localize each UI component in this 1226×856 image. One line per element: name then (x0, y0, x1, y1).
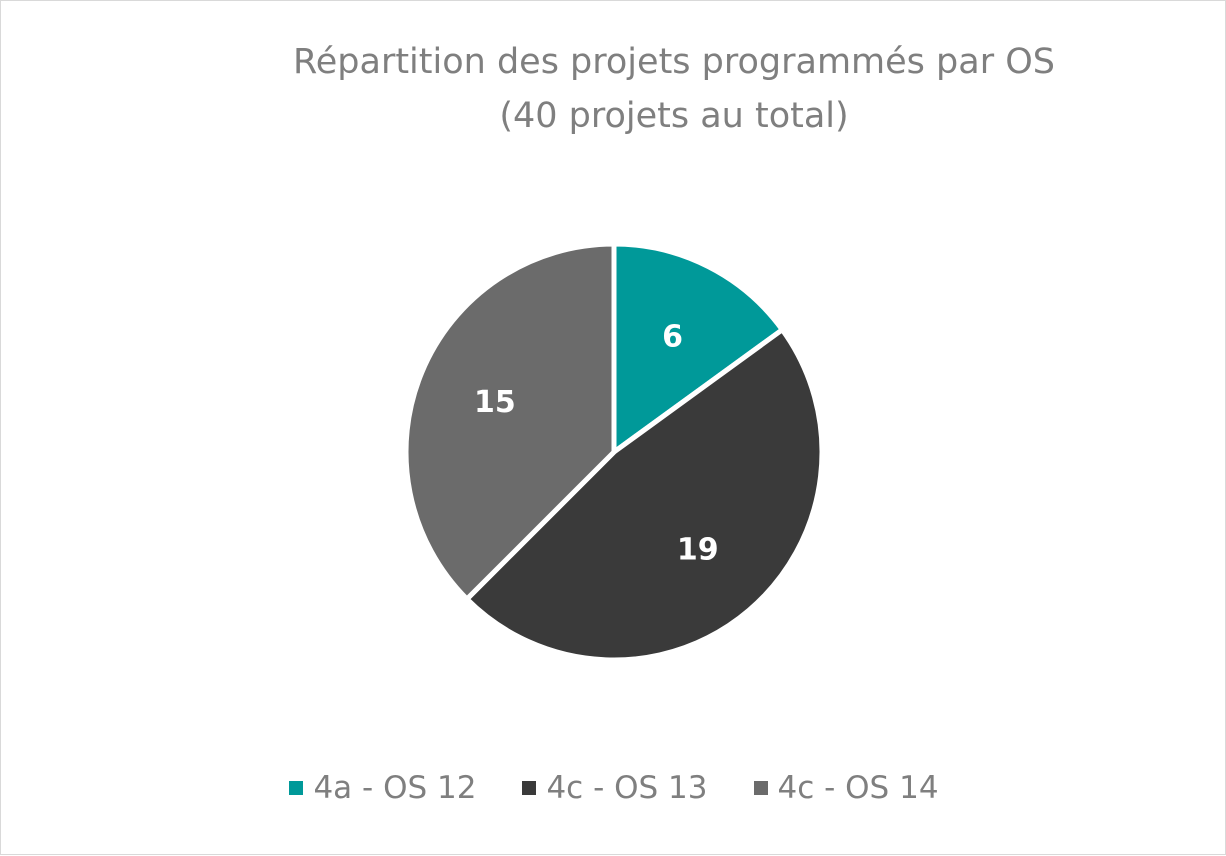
chart-title: Répartition des projets programmés par O… (293, 42, 1055, 82)
chart-legend: 4a - OS 12 4c - OS 13 4c - OS 14 (1, 768, 1226, 808)
legend-item-1: 4a - OS 12 (289, 768, 476, 808)
legend-label-1: 4a - OS 12 (313, 770, 477, 806)
data-label-1: 6 (662, 320, 683, 355)
legend-item-3: 4c - OS 14 (753, 768, 939, 808)
pie-slice-2 (464, 327, 825, 663)
legend-item-2: 4c - OS 13 (522, 768, 708, 808)
legend-label-3: 4c - OS 14 (777, 770, 939, 806)
pie-slice-3 (403, 241, 617, 602)
legend-label-2: 4c - OS 13 (546, 770, 708, 806)
data-label-2: 19 (677, 533, 719, 568)
data-label-3: 15 (474, 385, 516, 420)
chart-subtitle: (40 projets au total) (499, 96, 849, 136)
legend-swatch-1 (289, 781, 304, 795)
pie-slice-1 (611, 241, 785, 455)
legend-swatch-2 (522, 781, 537, 795)
legend-swatch-3 (753, 781, 768, 795)
